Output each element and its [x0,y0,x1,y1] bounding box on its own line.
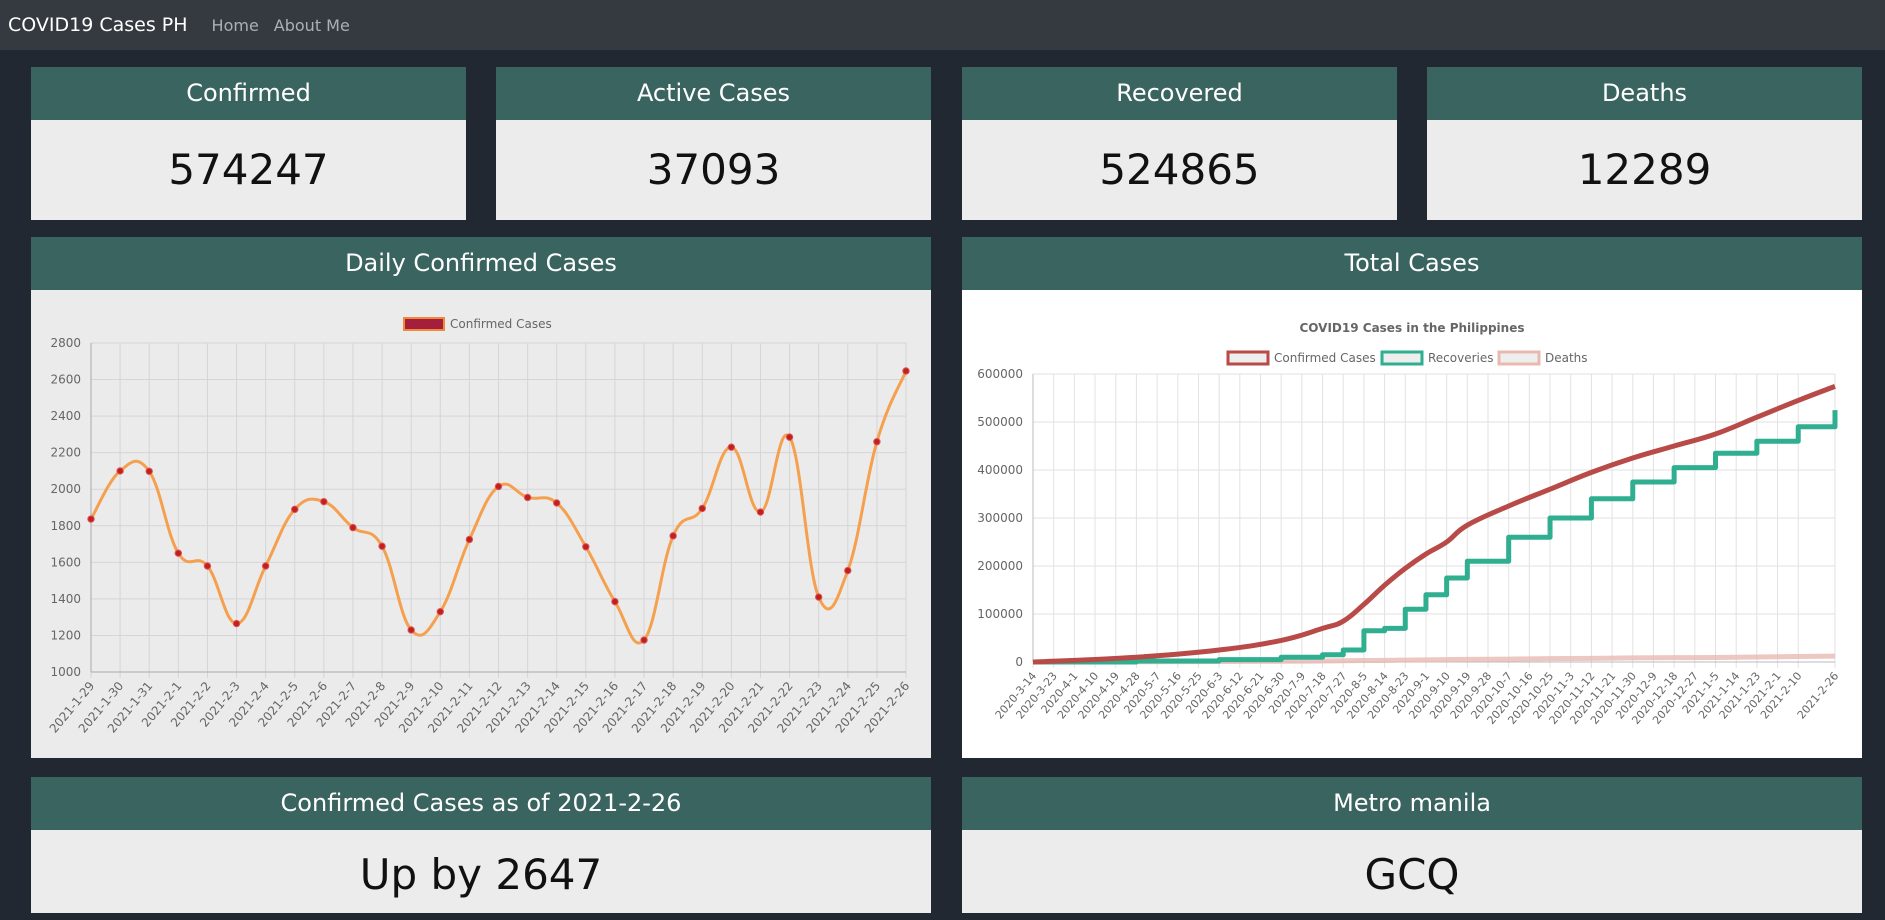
data-point [465,535,474,544]
data-point [349,523,357,532]
recovered-value: 524865 [962,120,1397,220]
daily-chart-container: Confirmed Cases 1000 1200 1400 1600 1800 2000 2… [31,290,931,758]
y-tick-label: 1200 [50,628,81,642]
data-point [669,532,677,540]
data-point [814,593,823,601]
nav-link-about[interactable]: About Me [273,15,350,35]
y-tick-label: 1400 [50,592,81,606]
y-tick-label: 500000 [977,415,1023,429]
data-point [727,443,736,451]
nav-link-home[interactable]: Home [211,15,259,35]
legend-label: Deaths [1545,351,1588,365]
confirmed-as-of-card: Confirmed Cases as of 2021-2-26 Up by 26… [31,777,931,913]
chart-title: COVID19 Cases in the Philippines [1299,321,1524,335]
card-title: Metro manila [962,777,1862,830]
y-tick-label: 1600 [50,555,81,569]
data-point [611,597,619,606]
data-point [407,626,415,634]
brand[interactable]: COVID19 Cases PH [8,14,188,36]
quarantine-status-value: GCQ [962,830,1862,913]
data-point [582,543,590,551]
y-tick-label: 200000 [977,559,1023,573]
y-tick-label: 0 [1015,655,1023,669]
recovered-card: Recovered 524865 [962,67,1397,220]
data-point [145,467,153,476]
y-tick-label: 2400 [50,409,81,423]
data-point [436,607,444,616]
data-point [291,505,299,514]
data-point [320,497,328,506]
total-chart: COVID19 Cases in the Philippines Confirme… [977,321,1841,727]
region-card: Metro manila GCQ [962,777,1862,913]
y-tick-label: 2200 [50,446,81,460]
daily-confirmed-card: Daily Confirmed Cases Confirmed Cases 100… [31,237,931,758]
y-tick-label: 2600 [50,373,81,387]
y-tick-label: 100000 [977,607,1023,621]
y-tick-label: 1800 [50,519,81,533]
active-cases-value: 37093 [496,120,931,220]
deaths-value: 12289 [1427,120,1862,220]
legend-label: Recoveries [1428,351,1494,365]
data-point [261,562,270,570]
legend-label: Confirmed Cases [1274,351,1376,365]
data-point [523,493,532,502]
legend-swatch [1497,350,1541,366]
data-point [698,504,706,513]
card-title: Recovered [962,67,1397,120]
data-point [203,562,212,570]
daily-chart: Confirmed Cases 1000 1200 1400 1600 1800 2000 2… [47,317,912,736]
up-by-value: Up by 2647 [31,830,931,913]
data-point [116,467,124,475]
data-point [174,549,183,557]
card-title: Total Cases [962,237,1862,290]
y-tick-label: 300000 [977,511,1023,525]
data-point [873,438,881,446]
card-title: Daily Confirmed Cases [31,237,931,290]
total-chart-container: COVID19 Cases in the Philippines Confirme… [962,290,1862,758]
data-point [844,566,852,575]
y-tick-label: 2000 [50,482,81,496]
y-tick-label: 1000 [50,665,81,679]
y-tick-label: 2800 [50,336,81,350]
legend-label-confirmed: Confirmed Cases [450,317,552,331]
active-cases-card: Active Cases 37093 [496,67,931,220]
confirmed-card: Confirmed 574247 [31,67,466,220]
deaths-card: Deaths 12289 [1427,67,1862,220]
navbar: COVID19 Cases PH Home About Me [0,0,1885,50]
y-tick-label: 600000 [977,367,1023,381]
legend-swatch [1380,350,1424,366]
data-point [553,499,561,507]
total-cases-card: Total Cases COVID19 Cases in the Philipp… [962,237,1862,758]
data-point [640,636,648,644]
data-point [902,367,910,375]
card-title: Confirmed Cases as of 2021-2-26 [31,777,931,830]
card-title: Confirmed [31,67,466,120]
card-title: Deaths [1427,67,1862,120]
card-title: Active Cases [496,67,931,120]
data-point [87,515,95,523]
data-point [494,482,503,491]
data-point [378,542,386,550]
y-tick-label: 400000 [977,463,1023,477]
legend-swatch-confirmed [403,317,445,331]
confirmed-cases-line [1032,384,1836,665]
data-point [785,433,794,441]
data-point [756,508,765,516]
confirmed-value: 574247 [31,120,466,220]
legend-swatch [1226,350,1270,366]
recoveries-line [1033,410,1838,665]
data-point [232,619,241,628]
